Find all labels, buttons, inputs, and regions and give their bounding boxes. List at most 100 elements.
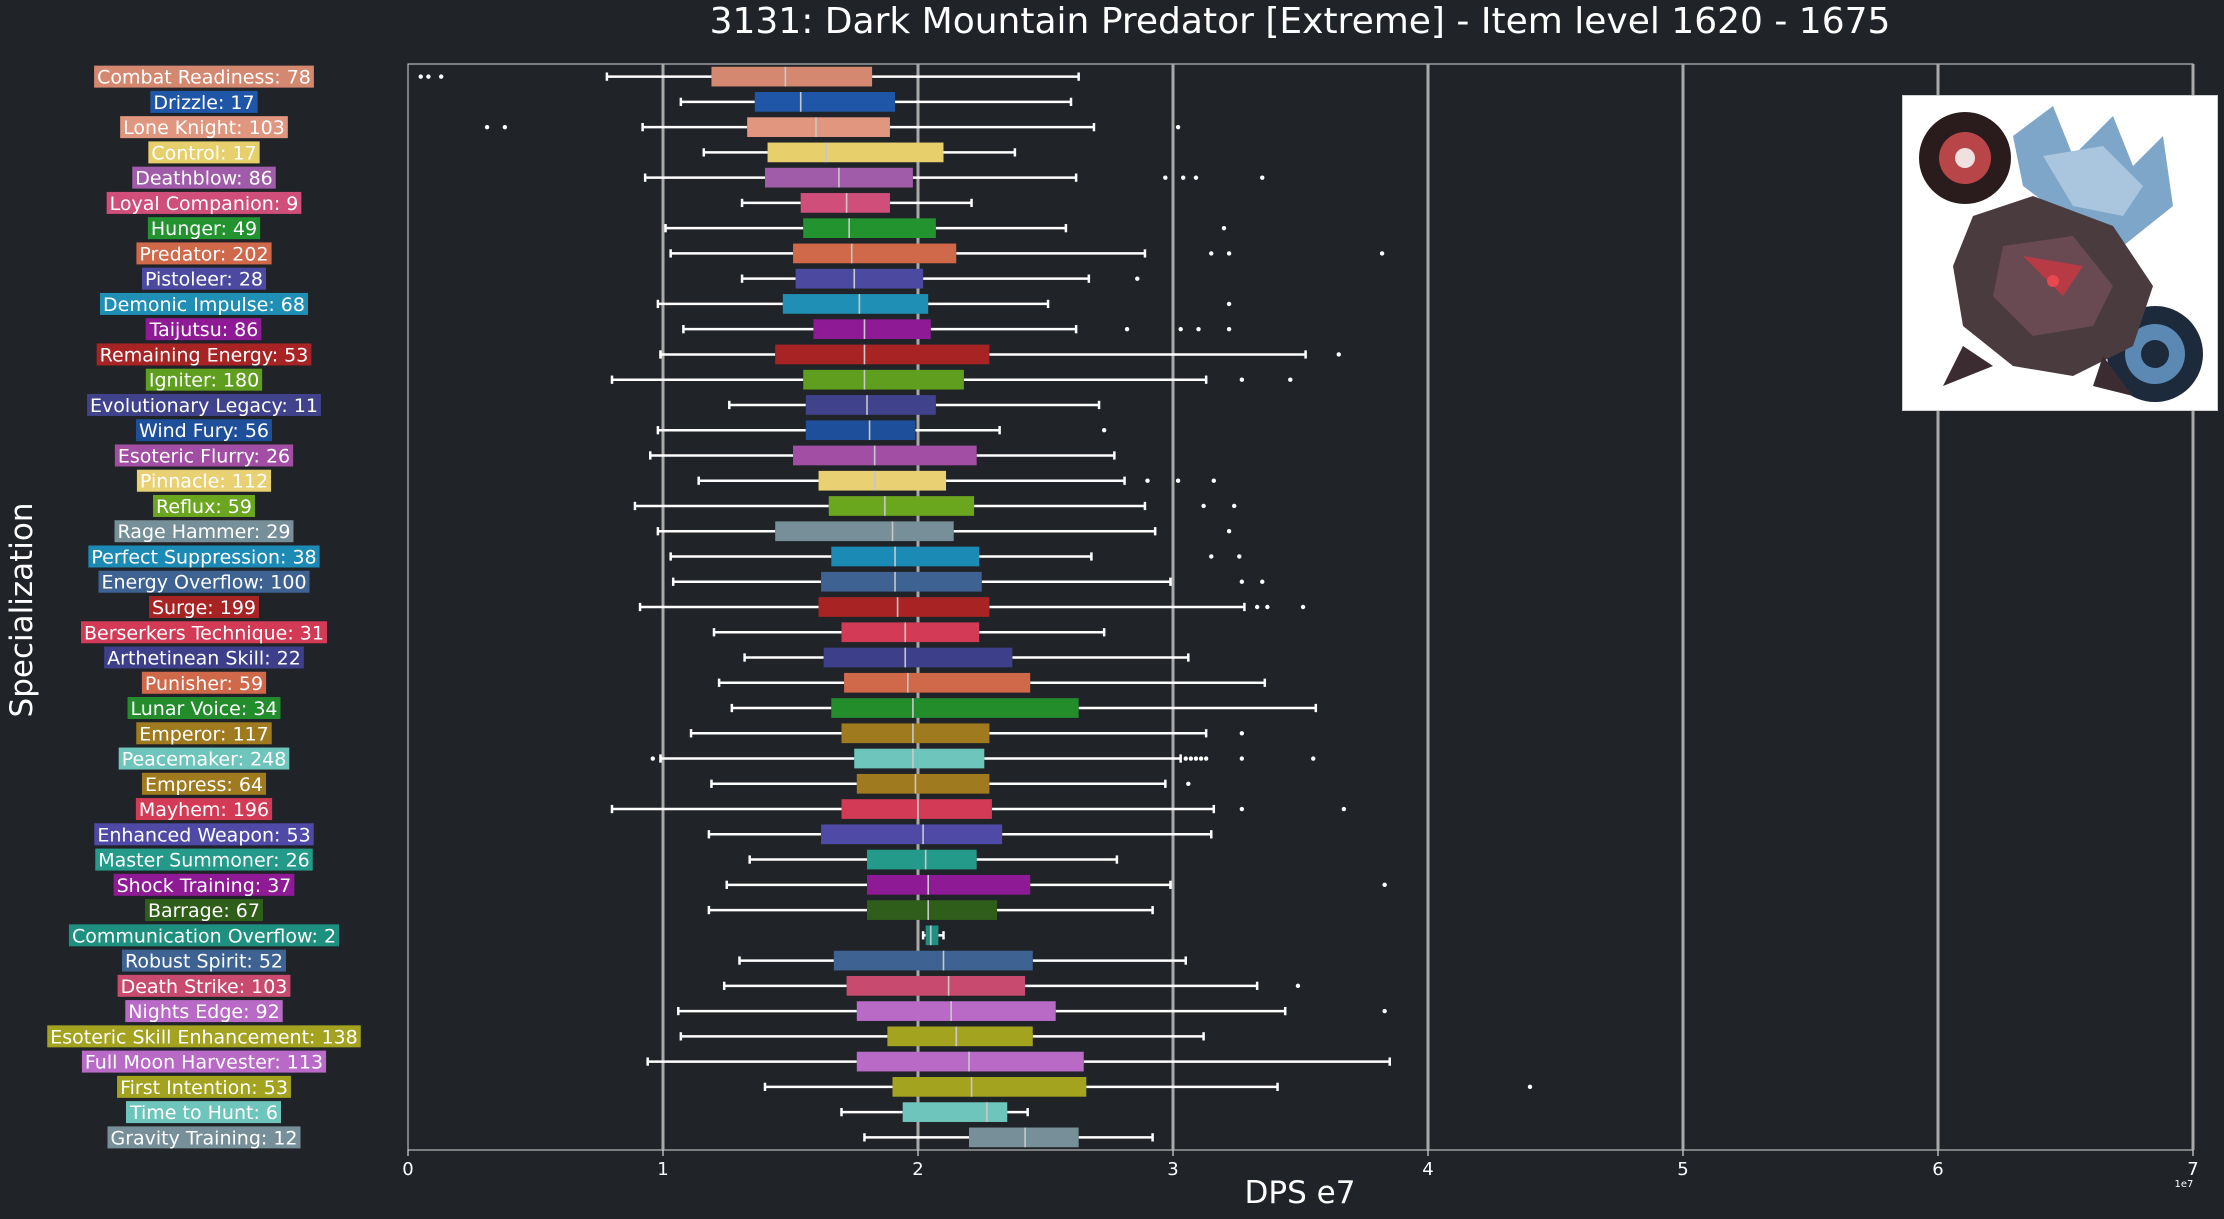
box-gravity-training: [863, 1127, 1154, 1148]
category-label-text: Full Moon Harvester: 113: [85, 1052, 323, 1074]
category-label-emperor: Emperor: 117: [136, 722, 272, 745]
category-label-gravity-training: Gravity Training: 12: [107, 1126, 301, 1149]
outlier-point: [1175, 124, 1181, 130]
category-label-hunger: Hunger: 49: [147, 217, 261, 240]
iqr-box: [856, 773, 990, 794]
box-predator: [669, 243, 1385, 264]
category-label-text: Barrage: 67: [148, 900, 260, 922]
outlier-point: [1145, 478, 1150, 483]
iqr-box: [833, 950, 1033, 971]
category-label-text: Death Strike: 103: [121, 976, 288, 998]
category-label-background: [117, 1075, 291, 1098]
category-label-text: Demonic Impulse: 68: [103, 294, 305, 316]
category-label-text: Esoteric Skill Enhancement: 138: [50, 1026, 358, 1048]
category-label-text: Drizzle: 17: [153, 92, 254, 114]
category-label-arthetinean-skill: Arthetinean Skill: 22: [104, 646, 304, 670]
category-label-background: [125, 1101, 282, 1124]
outlier-point: [1239, 806, 1245, 812]
category-label-background: [148, 141, 260, 164]
iqr-box: [867, 874, 1031, 895]
box-time-to-hunt: [840, 1102, 1029, 1122]
box-deathblow: [643, 167, 1265, 188]
category-label-barrage: Barrage: 67: [145, 899, 263, 922]
category-label-text: Punisher: 59: [145, 673, 263, 695]
box-robust-spirit: [738, 950, 1187, 971]
outlier-point: [1226, 251, 1232, 256]
category-label-background: [95, 848, 313, 871]
outlier-point: [1260, 175, 1265, 180]
category-label-text: Lunar Voice: 34: [130, 698, 277, 720]
category-label-background: [114, 444, 294, 467]
outlier-point: [1336, 352, 1341, 357]
category-label-lunar-voice: Lunar Voice: 34: [127, 697, 281, 720]
outlier-point: [1203, 756, 1209, 761]
iqr-box: [902, 1102, 1008, 1122]
category-label-deathblow: Deathblow: 86: [132, 166, 276, 190]
outlier-point: [426, 74, 431, 79]
outlier-point: [1226, 301, 1232, 307]
iqr-box: [803, 218, 936, 239]
category-label-text: Berserkers Technique: 31: [84, 622, 324, 644]
box-punisher: [717, 672, 1267, 693]
category-label-lone-knight: Lone Knight: 103: [120, 116, 288, 139]
category-label-background: [132, 166, 276, 189]
iqr-box: [775, 521, 954, 542]
category-label-text: Shock Training: 37: [117, 875, 292, 897]
outlier-point: [1163, 175, 1168, 180]
outlier-point: [1183, 756, 1188, 761]
iqr-box: [767, 142, 944, 163]
category-label-nights-edge: Nights Edge: 92: [125, 1000, 283, 1023]
box-combat-readiness: [418, 66, 1080, 87]
category-label-background: [147, 217, 261, 240]
box-first-intention: [763, 1077, 1533, 1097]
box-energy-overflow: [671, 571, 1265, 592]
box-evolutionary-legacy: [728, 395, 1101, 415]
x-tick-label: 4: [1422, 1159, 1433, 1180]
iqr-box: [782, 294, 929, 314]
category-label-text: Perfect Suppression: 38: [91, 546, 316, 568]
iqr-box: [793, 445, 977, 466]
category-label-background: [141, 772, 267, 795]
outlier-point: [1226, 529, 1232, 534]
category-label-background: [135, 798, 273, 821]
outlier-point: [650, 756, 655, 761]
box-nights-edge: [677, 1001, 1387, 1021]
box-lunar-voice: [730, 698, 1318, 718]
category-label-background: [114, 520, 294, 543]
iqr-box: [818, 597, 990, 617]
outlier-point: [1193, 175, 1199, 180]
box-wind-fury: [656, 420, 1107, 441]
box-emperor: [689, 723, 1245, 744]
iqr-box: [841, 723, 990, 744]
category-label-time-to-hunt: Time to Hunt: 6: [125, 1101, 282, 1124]
category-label-background: [148, 596, 260, 618]
category-label-text: Esoteric Flurry: 26: [118, 445, 290, 467]
outlier-point: [1232, 503, 1237, 509]
category-label-background: [145, 899, 263, 922]
box-surge: [638, 597, 1306, 617]
iqr-box: [775, 344, 990, 365]
outlier-point: [1181, 175, 1186, 180]
iqr-box: [711, 66, 873, 87]
category-label-esoteric-flurry: Esoteric Flurry: 26: [114, 444, 294, 467]
box-control: [702, 142, 1017, 163]
box-esoteric-flurry: [649, 445, 1116, 466]
category-label-peacemaker: Peacemaker: 248: [118, 747, 290, 771]
outlier-point: [438, 74, 444, 79]
box-barrage: [707, 900, 1154, 920]
outlier-point: [1178, 326, 1183, 332]
category-label-background: [135, 419, 273, 442]
category-label-rage-hammer: Rage Hammer: 29: [114, 520, 294, 543]
x-tick-label: 0: [402, 1159, 413, 1180]
outlier-point: [1196, 326, 1201, 332]
category-label-berserkers-technique: Berserkers Technique: 31: [81, 621, 327, 644]
iqr-box: [892, 1077, 1087, 1097]
outlier-point: [1101, 428, 1107, 433]
category-label-text: Hunger: 49: [151, 218, 257, 240]
category-label-text: Communication Overflow: 2: [72, 925, 336, 947]
category-label-background: [127, 697, 281, 720]
iqr-box: [805, 420, 916, 441]
box-lone-knight: [484, 117, 1181, 137]
category-label-background: [153, 494, 255, 517]
